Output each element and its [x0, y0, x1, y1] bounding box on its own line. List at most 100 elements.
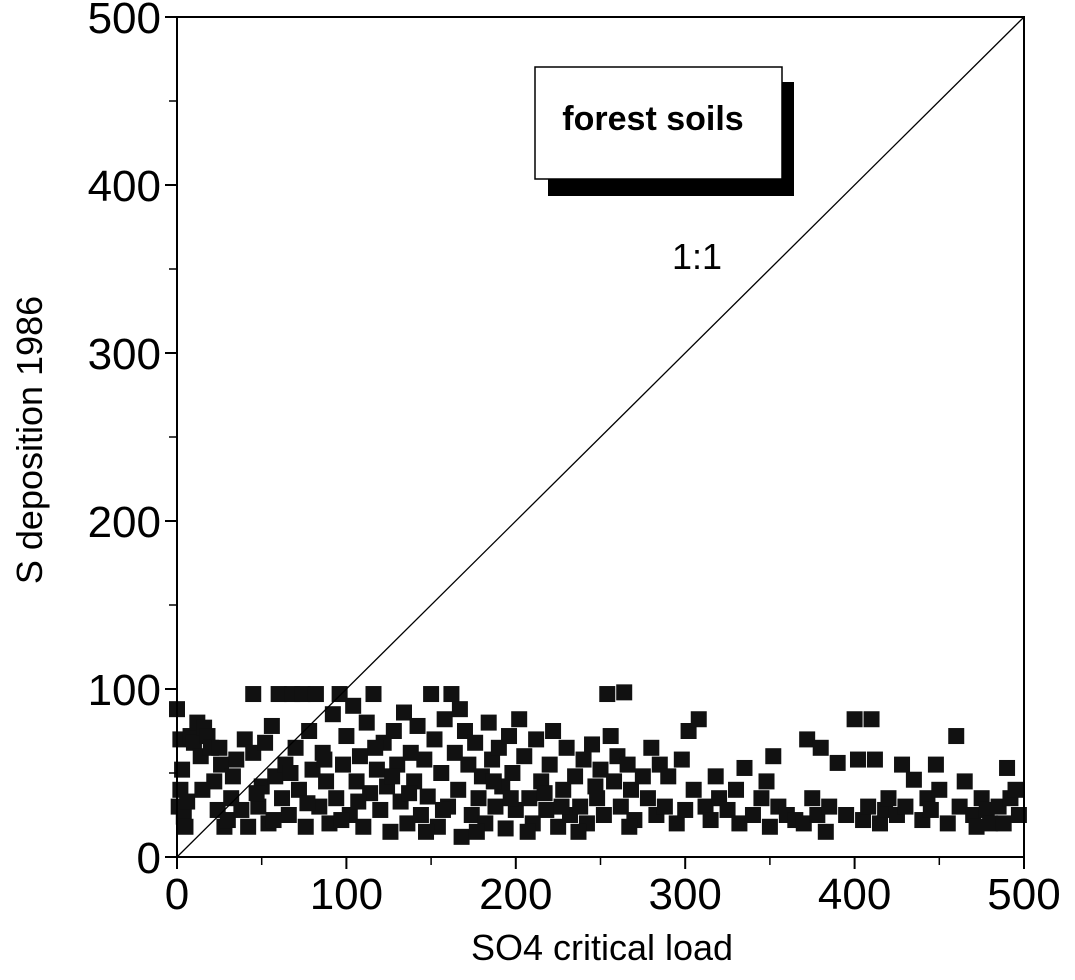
- data-point: [338, 728, 355, 745]
- data-point: [434, 801, 451, 818]
- data-point: [174, 761, 191, 778]
- data-point: [270, 686, 287, 703]
- data-point: [927, 756, 944, 773]
- data-point: [838, 807, 855, 823]
- data-point: [233, 801, 250, 818]
- data-point: [236, 731, 253, 748]
- data-point: [497, 820, 514, 837]
- data-point: [1010, 807, 1027, 823]
- data-point: [502, 790, 519, 807]
- data-point: [519, 823, 536, 840]
- data-point: [290, 781, 307, 798]
- data-point: [697, 798, 714, 815]
- x-tick-label: 200: [479, 870, 552, 919]
- y-tick-label: 0: [137, 834, 161, 883]
- y-tick-label: 200: [88, 498, 161, 547]
- data-point: [860, 798, 877, 815]
- data-point: [765, 748, 782, 765]
- data-point: [224, 768, 241, 785]
- data-point: [622, 781, 639, 798]
- data-point: [177, 818, 194, 835]
- data-point: [612, 798, 629, 815]
- data-point: [367, 739, 384, 756]
- legend: forest soils: [534, 66, 794, 196]
- legend-label: forest soils: [562, 100, 743, 138]
- data-point: [855, 812, 872, 829]
- data-point: [436, 711, 453, 728]
- x-axis-ticks: 0 100 200 300 400 500: [165, 857, 1061, 919]
- data-point: [333, 812, 350, 829]
- data-point: [846, 711, 863, 728]
- data-point: [905, 771, 922, 788]
- data-point: [572, 798, 589, 815]
- data-point: [673, 751, 690, 768]
- data-point: [372, 801, 389, 818]
- data-point: [799, 731, 816, 748]
- data-point: [460, 756, 477, 773]
- data-point: [418, 823, 435, 840]
- data-point: [318, 773, 335, 790]
- x-tick-label: 300: [648, 870, 721, 919]
- data-point: [433, 765, 450, 781]
- data-point: [677, 801, 694, 818]
- data-point: [426, 731, 443, 748]
- data-point: [656, 798, 673, 815]
- data-point: [948, 728, 965, 745]
- data-point: [602, 728, 619, 745]
- data-point: [365, 686, 382, 703]
- data-point: [995, 815, 1012, 832]
- data-point: [555, 781, 572, 798]
- data-point: [228, 751, 245, 768]
- data-point: [795, 815, 812, 832]
- data-point: [545, 723, 562, 739]
- data-point: [194, 781, 211, 798]
- data-point: [587, 778, 604, 795]
- data-point: [634, 768, 651, 785]
- data-point: [736, 759, 753, 776]
- data-point: [368, 761, 385, 778]
- data-point: [395, 704, 412, 721]
- data-point: [443, 686, 460, 703]
- data-point: [384, 768, 401, 785]
- data-point: [263, 717, 280, 734]
- data-point: [619, 756, 636, 773]
- data-point: [350, 793, 367, 810]
- data-point: [248, 785, 265, 802]
- data-point: [345, 697, 362, 714]
- data-point: [467, 734, 484, 751]
- data-point: [301, 723, 318, 739]
- data-point: [553, 798, 570, 815]
- data-point: [280, 807, 297, 823]
- data-point: [504, 765, 521, 781]
- data-point: [761, 818, 778, 835]
- data-point: [536, 785, 553, 802]
- data-point: [939, 815, 956, 832]
- data-point: [355, 818, 372, 835]
- data-point: [758, 773, 775, 790]
- data-point: [812, 739, 829, 756]
- data-point: [299, 795, 316, 812]
- data-point: [922, 801, 939, 818]
- y-axis-ticks: 0 100 200 300 400 500: [88, 0, 177, 883]
- data-point: [829, 754, 846, 771]
- data-point: [521, 790, 538, 807]
- data-point: [185, 734, 202, 751]
- data-point: [351, 748, 368, 765]
- data-point: [863, 711, 880, 728]
- data-point: [409, 717, 426, 734]
- data-point: [660, 768, 677, 785]
- data-point: [866, 751, 883, 768]
- data-point: [516, 748, 533, 765]
- data-point: [348, 773, 365, 790]
- data-point: [416, 751, 433, 768]
- data-point: [316, 751, 333, 768]
- data-point: [307, 686, 324, 703]
- x-tick-label: 0: [165, 870, 189, 919]
- data-point: [480, 714, 497, 731]
- data-point: [821, 798, 838, 815]
- data-point: [719, 801, 736, 818]
- data-point: [570, 823, 587, 840]
- data-point: [324, 706, 341, 723]
- data-point: [817, 823, 834, 840]
